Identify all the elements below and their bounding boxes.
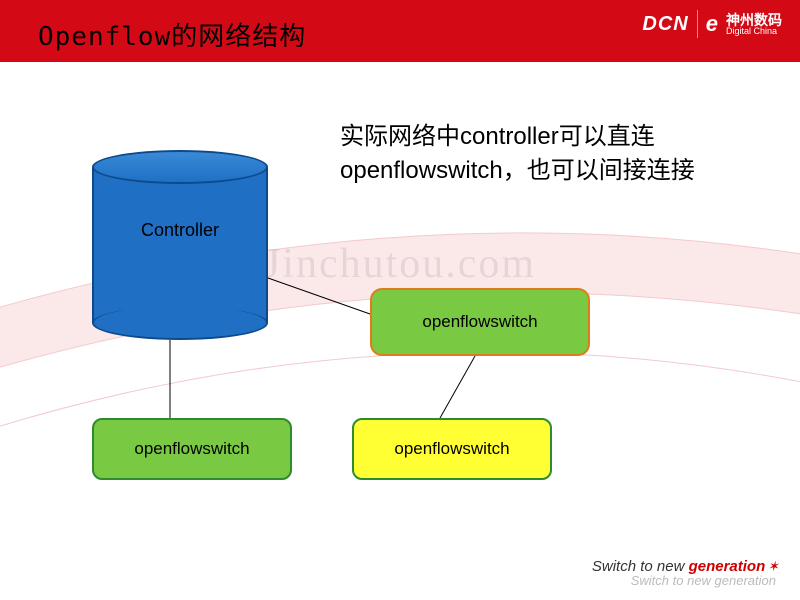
cylinder-bottom: [92, 306, 268, 340]
switch-box-sw1: openflowswitch: [370, 288, 590, 356]
footer: Switch to new generation✶ Switch to new …: [592, 558, 776, 588]
page-title: Openflow的网络结构: [38, 16, 306, 53]
brand-text: DCN: [642, 13, 688, 36]
company-glyph-icon: e: [706, 11, 718, 37]
brand-logo: DCN e 神州数码 Digital China: [642, 10, 782, 38]
footer-shadow: Switch to new generation: [592, 573, 776, 588]
edge-ctrl-sw1: [268, 278, 370, 314]
description-text: 实际网络中controller可以直连openflowswitch，也可以间接连…: [340, 120, 720, 187]
company-cn: 神州数码: [726, 13, 782, 27]
controller-label: Controller: [92, 220, 268, 241]
controller-cylinder: Controller: [92, 150, 268, 340]
header-bar: Openflow的网络结构 DCN e 神州数码 Digital China: [0, 0, 800, 62]
switch-box-sw2: openflowswitch: [92, 418, 292, 480]
divider: [697, 10, 698, 38]
edge-sw1-sw3: [440, 356, 475, 418]
watermark: Jinchutou.com: [264, 240, 536, 288]
company-en: Digital China: [726, 27, 782, 36]
switch-box-sw3: openflowswitch: [352, 418, 552, 480]
cylinder-body: [92, 167, 268, 323]
cylinder-top: [92, 150, 268, 184]
spark-icon: ✶: [767, 558, 776, 574]
